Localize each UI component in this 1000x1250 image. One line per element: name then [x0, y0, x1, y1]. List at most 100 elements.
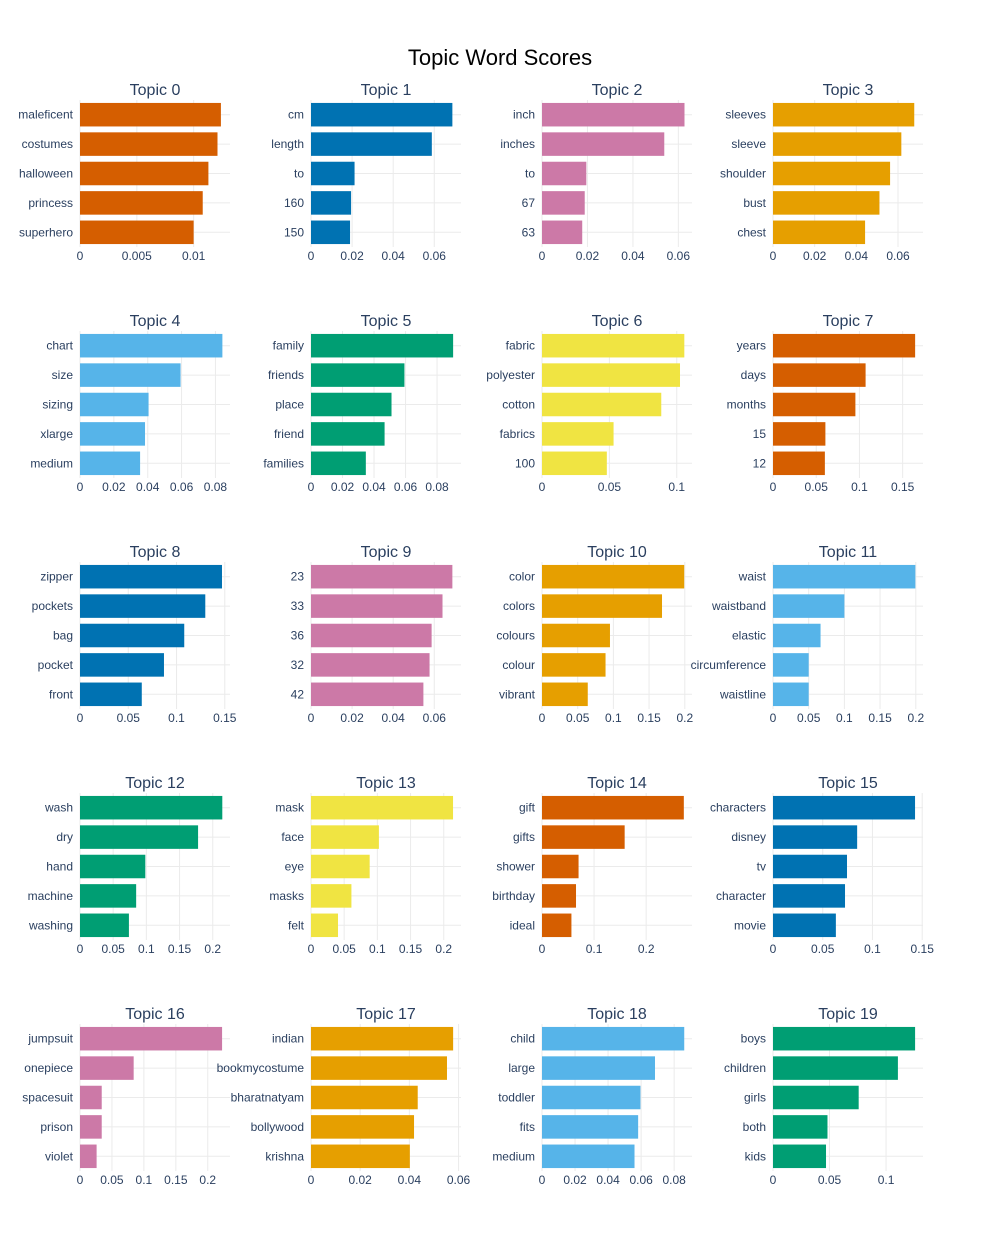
bar-disney: [773, 825, 858, 849]
bar-children: [773, 1056, 898, 1080]
topic-panel-16: Topic 16 0 0.05 0.1 0.15 0.2 jumpsuit onepiece s…: [22, 1006, 230, 1187]
bar-krishna: [311, 1144, 410, 1169]
x-tick-label: 0.15: [399, 942, 423, 956]
panel-title: Topic 5: [361, 313, 412, 330]
category-label: colours: [496, 629, 535, 643]
panel-title: Topic 12: [125, 775, 185, 792]
topic-panel-6: Topic 6 0 0.05 0.1 fabric polyester cotton fabr…: [486, 313, 692, 494]
bar-shower: [542, 854, 579, 879]
category-label: shower: [496, 860, 535, 874]
topic-panel-0: Topic 0 0 0.005 0.01 maleficent costumes hallo…: [18, 82, 230, 263]
bar-inch: [542, 102, 685, 127]
x-tick-label: 0.05: [100, 1173, 124, 1187]
category-label: hand: [46, 860, 73, 874]
bar-days: [773, 363, 866, 387]
x-tick-label: 0.04: [596, 1173, 620, 1187]
panel-title: Topic 18: [587, 1006, 647, 1023]
category-label: eye: [285, 860, 305, 874]
bar-xlarge: [80, 422, 146, 446]
x-tick-label: 0.1: [851, 480, 868, 494]
x-tick-label: 0.1: [168, 711, 185, 725]
category-label: indian: [272, 1032, 304, 1046]
bar-160: [311, 191, 352, 215]
category-label: months: [727, 398, 766, 412]
category-label: polyester: [486, 368, 535, 382]
bar-42: [311, 682, 424, 707]
bar-friend: [311, 422, 385, 446]
category-label: 100: [515, 456, 535, 470]
bar-pocket: [80, 653, 164, 677]
x-tick-label: 0.05: [811, 942, 835, 956]
category-label: pocket: [38, 658, 74, 672]
category-label: family: [273, 339, 304, 353]
panel-title: Topic 8: [130, 544, 181, 561]
x-tick-label: 0.02: [331, 480, 355, 494]
category-label: colors: [503, 599, 535, 613]
category-label: 36: [291, 629, 305, 643]
category-label: violet: [45, 1149, 74, 1163]
bar-tv: [773, 854, 848, 879]
category-label: 33: [291, 599, 305, 613]
category-label: to: [525, 167, 535, 181]
x-tick-label: 0.06: [423, 249, 447, 263]
bar-both: [773, 1115, 828, 1139]
bar-to: [311, 161, 355, 186]
x-tick-label: 0.15: [213, 711, 237, 725]
panel-title: Topic 3: [823, 82, 874, 99]
panel-title: Topic 9: [361, 544, 412, 561]
category-label: 42: [291, 687, 305, 701]
category-label: medium: [492, 1149, 535, 1163]
x-tick-label: 0.1: [864, 942, 881, 956]
bar-36: [311, 623, 432, 648]
bar-halloween: [80, 161, 209, 186]
bar-place: [311, 392, 392, 417]
category-label: kids: [745, 1149, 766, 1163]
category-label: 23: [291, 570, 305, 584]
topic-panel-2: Topic 2 0 0.02 0.04 0.06 inch inches to 67 63: [500, 82, 692, 263]
category-label: sleeve: [731, 137, 766, 151]
bar-bollywood: [311, 1115, 415, 1139]
x-tick-label: 0.15: [164, 1173, 188, 1187]
bar-onepiece: [80, 1056, 134, 1080]
x-tick-label: 0.2: [638, 942, 655, 956]
category-label: halloween: [19, 167, 73, 181]
panel-title: Topic 17: [356, 1006, 416, 1023]
category-label: mask: [275, 801, 305, 815]
bar-wash: [80, 795, 223, 820]
x-tick-label: 0.06: [629, 1173, 653, 1187]
topic-panel-3: Topic 3 0 0.02 0.04 0.06 sleeves sleeve shoulde…: [720, 82, 923, 263]
panel-title: Topic 6: [592, 313, 643, 330]
bar-indian: [311, 1026, 454, 1051]
topic-panel-9: Topic 9 0 0.02 0.04 0.06 23 33 36 32 42: [291, 544, 461, 725]
x-tick-label: 0: [539, 249, 546, 263]
category-label: chart: [46, 339, 73, 353]
bar-vibrant: [542, 682, 588, 707]
x-tick-label: 0.05: [805, 480, 829, 494]
category-label: colour: [502, 658, 535, 672]
x-tick-label: 0.05: [566, 711, 590, 725]
category-label: bag: [53, 629, 73, 643]
bar-bharatnatyam: [311, 1085, 418, 1110]
x-tick-label: 0.06: [170, 480, 194, 494]
x-tick-label: 0: [77, 249, 84, 263]
category-label: cm: [288, 108, 304, 122]
bar-spacesuit: [80, 1085, 102, 1110]
x-tick-label: 0.2: [907, 711, 924, 725]
x-tick-label: 0.1: [836, 711, 853, 725]
bar-costumes: [80, 132, 218, 156]
category-label: characters: [710, 801, 766, 815]
bar-sizing: [80, 392, 149, 417]
category-label: waist: [738, 570, 767, 584]
bar-bag: [80, 623, 185, 648]
bar-face: [311, 825, 379, 849]
x-tick-label: 0.1: [605, 711, 622, 725]
category-label: fabrics: [500, 427, 535, 441]
x-tick-label: 0: [539, 942, 546, 956]
x-tick-label: 0.1: [136, 1173, 153, 1187]
bar-dry: [80, 825, 199, 849]
category-label: fabric: [506, 339, 535, 353]
x-tick-label: 0.02: [803, 249, 827, 263]
panel-title: Topic 14: [587, 775, 647, 792]
panel-title: Topic 1: [361, 82, 412, 99]
topic-panel-7: Topic 7 0 0.05 0.1 0.15 years days months 15 12: [727, 313, 923, 494]
